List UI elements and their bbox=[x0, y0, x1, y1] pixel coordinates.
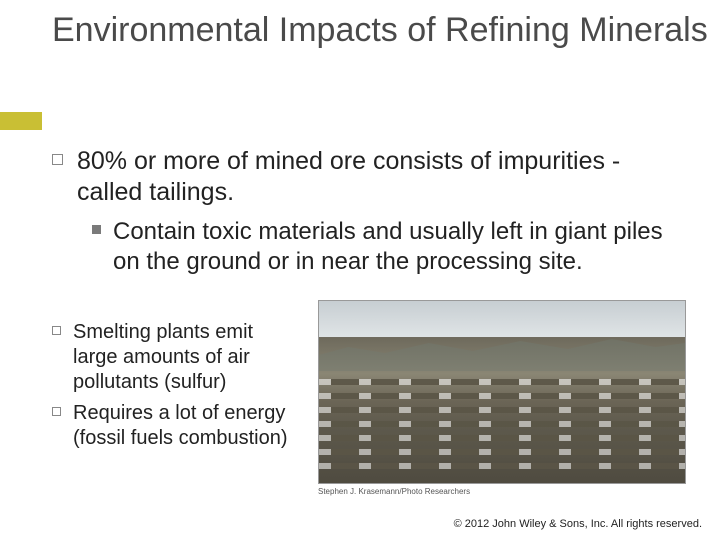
bullet-1-sub: Contain toxic materials and usually left… bbox=[92, 217, 672, 277]
ridge-line bbox=[319, 407, 685, 413]
title-block: Environmental Impacts of Refining Minera… bbox=[0, 0, 720, 49]
photo-caption: Stephen J. Krasemann/Photo Researchers bbox=[318, 487, 686, 496]
content-upper: 80% or more of mined ore consists of imp… bbox=[52, 146, 672, 285]
bullet-3-text: Requires a lot of energy (fossil fuels c… bbox=[73, 401, 302, 451]
ridge-line bbox=[319, 379, 685, 385]
bullet-2: Smelting plants emit large amounts of ai… bbox=[52, 320, 302, 395]
bullet-3: Requires a lot of energy (fossil fuels c… bbox=[52, 401, 302, 451]
square-bullet-icon bbox=[52, 326, 61, 335]
square-bullet-icon bbox=[52, 407, 61, 416]
square-bullet-icon bbox=[52, 154, 63, 165]
ridge-line bbox=[319, 449, 685, 455]
bullet-1-text: 80% or more of mined ore consists of imp… bbox=[77, 146, 672, 209]
ridge-line bbox=[319, 435, 685, 441]
photo-wrap: Stephen J. Krasemann/Photo Researchers bbox=[318, 300, 686, 496]
bullet-1-sub-text: Contain toxic materials and usually left… bbox=[113, 217, 672, 277]
tailings-photo bbox=[318, 300, 686, 484]
ridge-line bbox=[319, 421, 685, 427]
photo-ridges bbox=[319, 301, 685, 483]
bullet-1: 80% or more of mined ore consists of imp… bbox=[52, 146, 672, 209]
accent-bar bbox=[0, 112, 42, 130]
slide-title: Environmental Impacts of Refining Minera… bbox=[52, 12, 720, 49]
lower-left-bullets: Smelting plants emit large amounts of ai… bbox=[52, 320, 302, 457]
ridge-line bbox=[319, 463, 685, 469]
filled-square-bullet-icon bbox=[92, 225, 101, 234]
bullet-2-text: Smelting plants emit large amounts of ai… bbox=[73, 320, 302, 395]
slide: Environmental Impacts of Refining Minera… bbox=[0, 0, 720, 540]
ridge-line bbox=[319, 393, 685, 399]
copyright-text: © 2012 John Wiley & Sons, Inc. All right… bbox=[454, 518, 702, 530]
